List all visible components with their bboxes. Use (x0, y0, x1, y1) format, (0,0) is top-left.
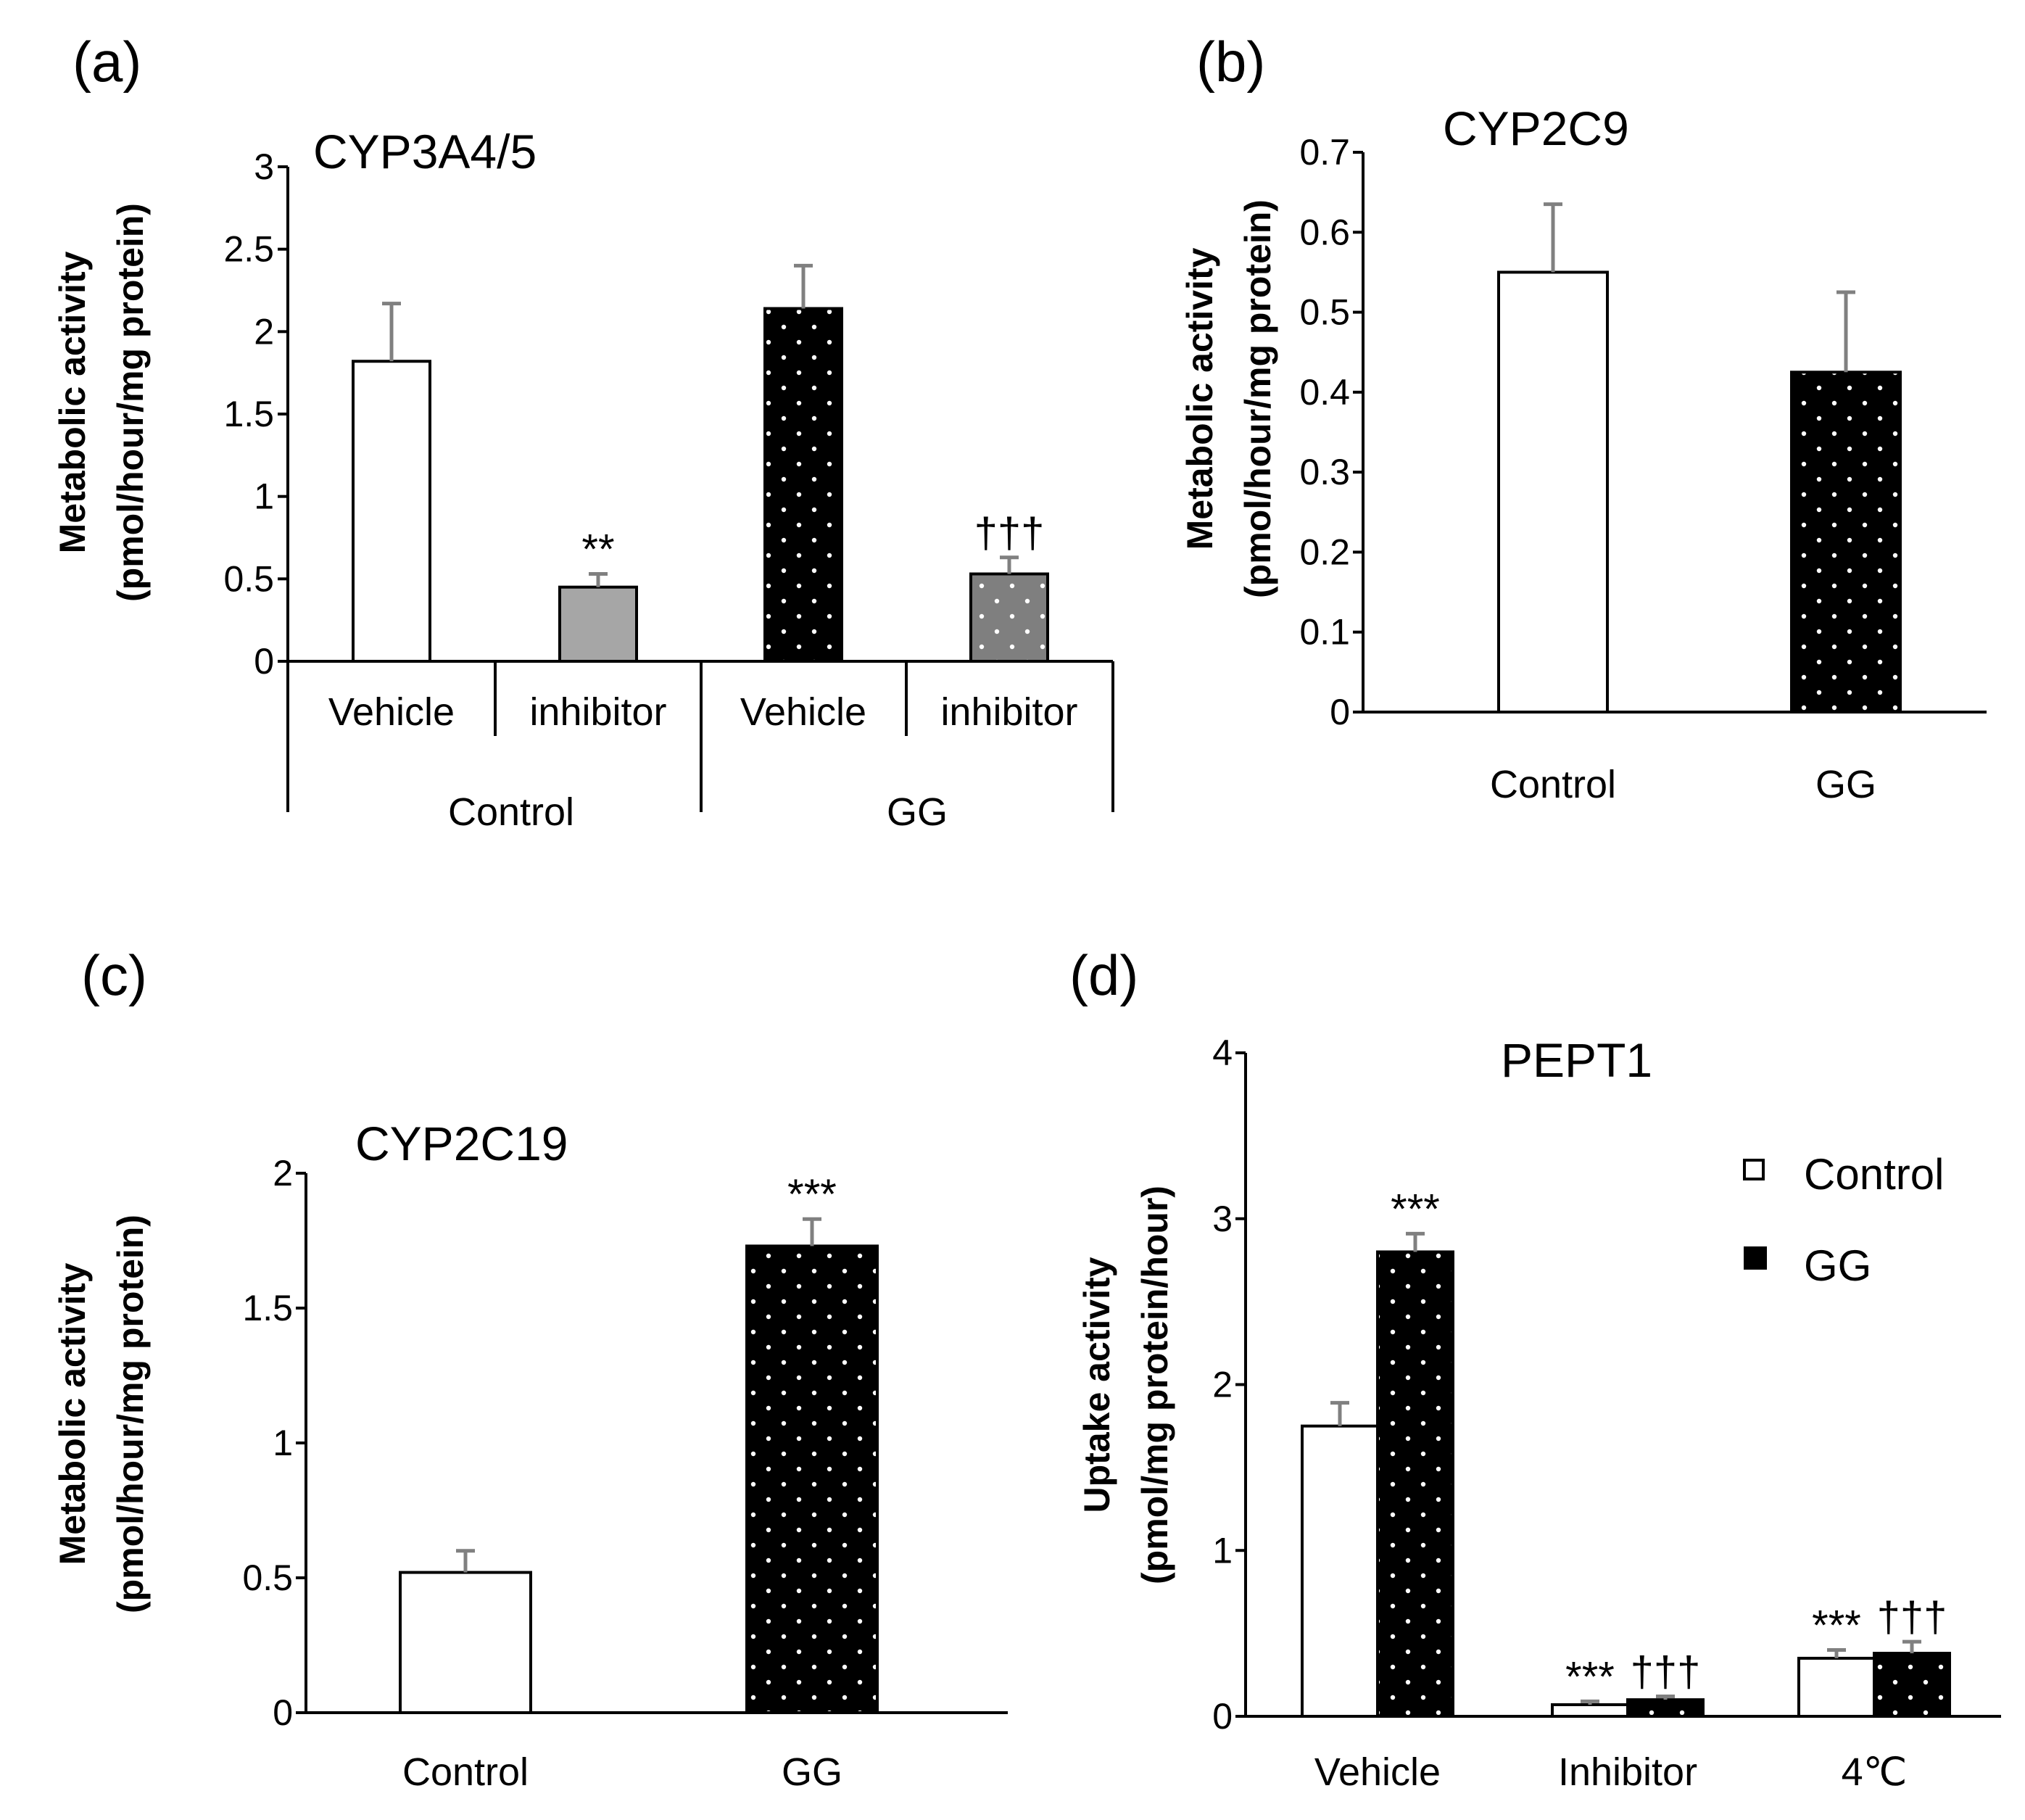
panel-b-bar-2 (1790, 371, 1902, 713)
panel-a-bar-3 (763, 307, 843, 663)
panel-d-cat-3: 4℃ (1842, 1750, 1908, 1794)
panel-a-ytick-label: 2.5 (223, 229, 274, 270)
panel-a-plot: 0 0.5 1 1.5 2 2.5 3 ** ††† (223, 146, 1113, 682)
panel-b-label: (b) (1196, 30, 1265, 94)
panel-d-bar-gg-2-significance: ††† (1631, 1649, 1701, 1696)
panel-c-ytick-label: 1.5 (242, 1288, 293, 1328)
panel-d-ylabel-line1: Uptake activity (1077, 1257, 1117, 1513)
panel-d-bar-control-3 (1797, 1656, 1876, 1718)
panel-c-title: CYP2C19 (355, 1117, 568, 1170)
panel-b-bar-1 (1497, 270, 1609, 713)
legend-swatch-control (1743, 1159, 1765, 1180)
panel-a-bar-4 (969, 572, 1049, 663)
panel-a-bar-1 (352, 360, 431, 663)
panel-d-cat-1: Vehicle (1314, 1750, 1441, 1794)
panel-b-ytick-label: 0.7 (1299, 132, 1350, 173)
panel-c-label: (c) (81, 943, 147, 1007)
panel-d-plot: 0 1 2 3 4 *** *** *** ††† ††† (1212, 1033, 2001, 1737)
panel-a-ytick-label: 3 (254, 146, 274, 187)
panel-d-bar-gg-2 (1626, 1698, 1705, 1718)
panel-b-ylabel-line2: (pmol/hour/mg protein) (1238, 199, 1278, 598)
panel-c-cat-2: GG (782, 1750, 842, 1794)
panel-b-ytick-label: 0.2 (1299, 531, 1350, 572)
panel-d-bar-gg-3 (1873, 1652, 1951, 1718)
panel-d-ytick-label: 2 (1212, 1365, 1233, 1405)
panel-d-bar-control-1 (1301, 1424, 1379, 1718)
panel-b-ytick-label: 0 (1330, 692, 1350, 732)
panel-c-ytick-label: 0.5 (242, 1558, 293, 1598)
panel-d-ylabel-line2: (pmol/mg protein/hour) (1135, 1186, 1175, 1584)
panel-c-ytick-label: 2 (273, 1153, 293, 1194)
panel-d-label: (d) (1069, 943, 1138, 1007)
panel-d-bar-control-3-significance: *** (1812, 1602, 1861, 1650)
panel-c: (c) CYP2C19 Metabolic activity (pmol/hou… (52, 943, 1008, 1794)
panel-a: (a) CYP3A4/5 Metabolic activity (pmol/ho… (52, 30, 1114, 834)
panel-a-group-gg: GG (887, 790, 948, 834)
panel-a-ylabel-line2: (pmol/hour/mg protein) (110, 203, 151, 602)
panel-d-bar-control-2 (1551, 1703, 1629, 1718)
panel-a-cat-4: inhibitor (940, 690, 1077, 734)
panel-c-bar-1 (399, 1571, 532, 1715)
panel-b-ytick-label: 0.5 (1299, 292, 1350, 333)
panel-d-bar-control-2-significance: *** (1565, 1653, 1615, 1700)
panel-c-ytick-label: 0 (273, 1692, 293, 1733)
panel-d-ytick-label: 1 (1212, 1530, 1233, 1571)
panel-d-ytick-label: 4 (1212, 1033, 1233, 1073)
panel-b-cat-2: GG (1815, 763, 1876, 806)
panel-d-bar-gg-3-significance: ††† (1877, 1594, 1947, 1641)
panel-a-bar-2 (558, 585, 638, 663)
panel-d-bar-gg-1 (1376, 1250, 1454, 1718)
panel-a-ytick-label: 2 (254, 311, 274, 352)
panel-d: (d) PEPT1 Uptake activity (pmol/mg prote… (1069, 943, 2001, 1794)
legend-label-control: Control (1804, 1150, 1944, 1199)
panel-d-ytick-label: 0 (1212, 1696, 1233, 1737)
panel-a-ytick-label: 0.5 (223, 558, 274, 599)
panel-a-ytick-label: 1 (254, 476, 274, 517)
panel-b-ytick-label: 0.4 (1299, 372, 1350, 413)
panel-d-title: PEPT1 (1501, 1033, 1652, 1087)
panel-c-ylabel-line2: (pmol/hour/mg protein) (110, 1215, 151, 1613)
panel-a-ytick-label: 0 (254, 641, 274, 682)
panel-d-ytick-label: 3 (1212, 1199, 1233, 1239)
panel-c-ytick-label: 1 (273, 1423, 293, 1463)
panel-a-ylabel-line1: Metabolic activity (52, 251, 93, 553)
panel-a-label: (a) (73, 30, 141, 94)
panel-b-ylabel-line1: Metabolic activity (1180, 247, 1220, 550)
panel-a-group-control: Control (448, 790, 574, 834)
panel-c-bar-2 (745, 1244, 879, 1714)
panel-b-title: CYP2C9 (1443, 102, 1629, 155)
panel-b-cat-1: Control (1490, 763, 1616, 806)
panel-a-cat-1: Vehicle (328, 690, 455, 734)
panel-c-cat-1: Control (402, 1750, 529, 1794)
panel-b-ytick-label: 0.6 (1299, 212, 1350, 252)
panel-b: (b) CYP2C9 Metabolic activity (pmol/hour… (1180, 30, 1987, 806)
panel-c-ylabel-line1: Metabolic activity (52, 1262, 93, 1565)
panel-d-legend: Control GG (1743, 1150, 1944, 1290)
panel-b-ytick-label: 0.3 (1299, 452, 1350, 492)
panel-b-plot: 0 0.1 0.2 0.3 0.4 0.5 0.6 0.7 (1299, 132, 1987, 732)
panel-a-bar-4-significance: ††† (974, 510, 1045, 557)
panel-a-title: CYP3A4/5 (313, 125, 537, 178)
panel-d-cat-2: Inhibitor (1558, 1750, 1697, 1794)
panel-b-ytick-label: 0.1 (1299, 612, 1350, 653)
panel-a-bar-2-significance: ** (581, 526, 614, 574)
panel-a-ytick-label: 1.5 (223, 394, 274, 434)
legend-label-gg: GG (1804, 1241, 1871, 1290)
panel-a-cat-2: inhibitor (529, 690, 666, 734)
panel-d-bar-gg-1-significance: *** (1391, 1186, 1440, 1233)
panel-c-bar-2-significance: *** (787, 1171, 837, 1218)
panel-c-plot: 0 0.5 1 1.5 2 *** (242, 1153, 1008, 1733)
legend-swatch-gg (1744, 1246, 1767, 1270)
panel-a-cat-3: Vehicle (740, 690, 866, 734)
